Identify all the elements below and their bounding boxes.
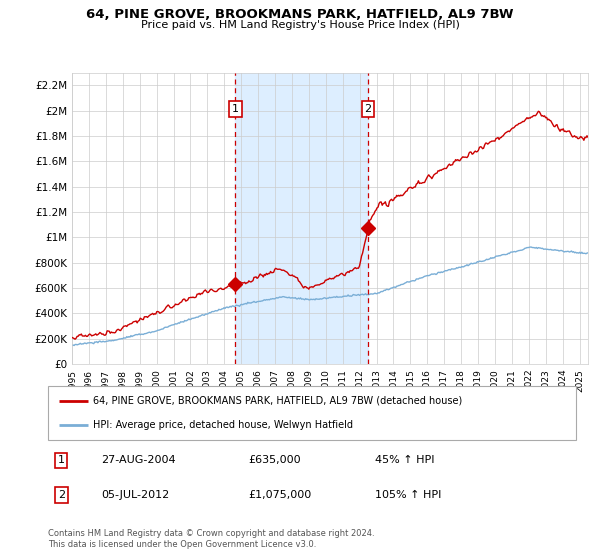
- Text: Contains HM Land Registry data © Crown copyright and database right 2024.
This d: Contains HM Land Registry data © Crown c…: [48, 529, 374, 549]
- Text: 2: 2: [365, 104, 371, 114]
- Text: 27-AUG-2004: 27-AUG-2004: [101, 455, 175, 465]
- Text: 1: 1: [58, 455, 65, 465]
- Text: 105% ↑ HPI: 105% ↑ HPI: [376, 490, 442, 500]
- Text: 45% ↑ HPI: 45% ↑ HPI: [376, 455, 435, 465]
- Text: 1: 1: [232, 104, 239, 114]
- Text: 64, PINE GROVE, BROOKMANS PARK, HATFIELD, AL9 7BW (detached house): 64, PINE GROVE, BROOKMANS PARK, HATFIELD…: [93, 396, 462, 406]
- FancyBboxPatch shape: [48, 386, 576, 440]
- Text: £1,075,000: £1,075,000: [248, 490, 312, 500]
- Text: 2: 2: [58, 490, 65, 500]
- Text: £635,000: £635,000: [248, 455, 301, 465]
- Text: 64, PINE GROVE, BROOKMANS PARK, HATFIELD, AL9 7BW: 64, PINE GROVE, BROOKMANS PARK, HATFIELD…: [86, 8, 514, 21]
- Text: 05-JUL-2012: 05-JUL-2012: [101, 490, 169, 500]
- Text: HPI: Average price, detached house, Welwyn Hatfield: HPI: Average price, detached house, Welw…: [93, 420, 353, 430]
- Text: Price paid vs. HM Land Registry's House Price Index (HPI): Price paid vs. HM Land Registry's House …: [140, 20, 460, 30]
- Bar: [235, 73, 368, 364]
